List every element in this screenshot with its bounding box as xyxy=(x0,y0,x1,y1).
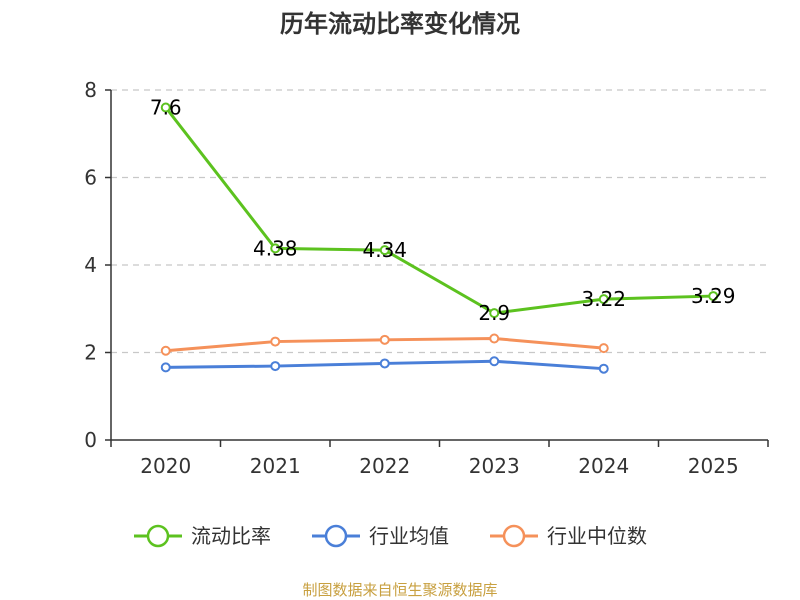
legend-swatch-marker xyxy=(502,524,526,548)
data-point xyxy=(379,245,390,256)
data-label: 2.9 xyxy=(478,301,510,325)
legend-swatch-marker xyxy=(146,524,170,548)
legend-label: 行业均值 xyxy=(369,524,449,548)
data-point xyxy=(379,334,390,345)
data-point xyxy=(708,291,719,302)
gridlines xyxy=(111,89,768,354)
data-point xyxy=(489,356,500,367)
legend-label: 行业中位数 xyxy=(547,524,647,548)
legend-swatch-marker xyxy=(324,524,348,548)
data-point xyxy=(489,308,500,319)
data-point xyxy=(270,243,281,254)
y-tick-label: 8 xyxy=(84,78,97,102)
y-tick-label: 0 xyxy=(84,428,97,452)
x-tick-label: 2020 xyxy=(140,454,191,478)
data-labels: 7.6 4.38 4.34 2.9 3.22 3.29 xyxy=(150,96,736,326)
source-note: 制图数据来自恒生聚源数据库 xyxy=(302,581,497,599)
x-tick-label: 2022 xyxy=(359,454,410,478)
data-label: 4.34 xyxy=(362,238,407,262)
data-point xyxy=(379,358,390,369)
data-label: 3.22 xyxy=(581,287,626,311)
data-point xyxy=(270,361,281,372)
data-label: 3.29 xyxy=(691,284,736,308)
x-axis-ticks: 2020 2021 2022 2023 2024 2025 xyxy=(110,440,769,478)
data-point xyxy=(160,345,171,356)
y-tick-label: 2 xyxy=(84,341,97,365)
x-tick-label: 2021 xyxy=(250,454,301,478)
axes xyxy=(110,90,768,441)
chart-title: 历年流动比率变化情况 xyxy=(280,10,520,38)
series-line xyxy=(164,106,714,315)
data-point xyxy=(160,102,171,113)
data-point xyxy=(270,336,281,347)
data-label: 7.6 xyxy=(150,96,182,120)
data-point xyxy=(160,362,171,373)
data-label: 4.38 xyxy=(253,236,298,260)
data-point xyxy=(489,333,500,344)
y-tick-label: 4 xyxy=(84,253,97,277)
y-axis-ticks: 0 2 4 6 8 xyxy=(84,78,111,452)
x-tick-label: 2025 xyxy=(688,454,739,478)
data-point xyxy=(598,294,609,305)
y-tick-label: 6 xyxy=(84,166,97,190)
data-point xyxy=(598,363,609,374)
x-tick-label: 2023 xyxy=(469,454,520,478)
series-group xyxy=(160,102,719,374)
legend: 流动比率 行业均值 行业中位数 xyxy=(134,524,647,548)
x-tick-label: 2024 xyxy=(578,454,629,478)
data-point xyxy=(598,343,609,354)
legend-label: 流动比率 xyxy=(191,524,271,548)
